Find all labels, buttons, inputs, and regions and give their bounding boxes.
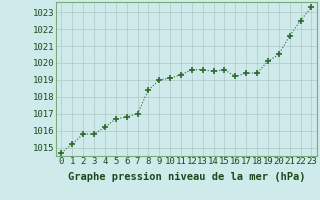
X-axis label: Graphe pression niveau de la mer (hPa): Graphe pression niveau de la mer (hPa) (68, 172, 305, 182)
